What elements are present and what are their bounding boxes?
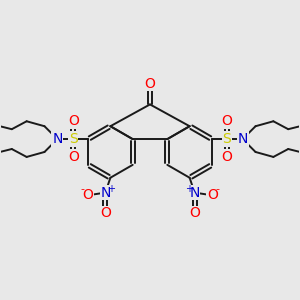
Text: N: N bbox=[238, 132, 248, 146]
Text: N: N bbox=[189, 186, 200, 200]
Text: N: N bbox=[52, 132, 62, 146]
Text: S: S bbox=[69, 132, 78, 146]
Text: O: O bbox=[100, 206, 111, 220]
Text: -: - bbox=[215, 184, 219, 194]
Text: O: O bbox=[68, 114, 79, 128]
Text: N: N bbox=[100, 186, 111, 200]
Text: O: O bbox=[68, 150, 79, 164]
Text: -: - bbox=[81, 184, 85, 194]
Text: O: O bbox=[221, 150, 232, 164]
Text: +: + bbox=[107, 184, 116, 194]
Text: O: O bbox=[221, 114, 232, 128]
Text: O: O bbox=[207, 188, 218, 202]
Text: O: O bbox=[145, 76, 155, 91]
Text: O: O bbox=[82, 188, 93, 202]
Text: S: S bbox=[222, 132, 231, 146]
Text: +: + bbox=[184, 184, 193, 194]
Text: O: O bbox=[189, 206, 200, 220]
